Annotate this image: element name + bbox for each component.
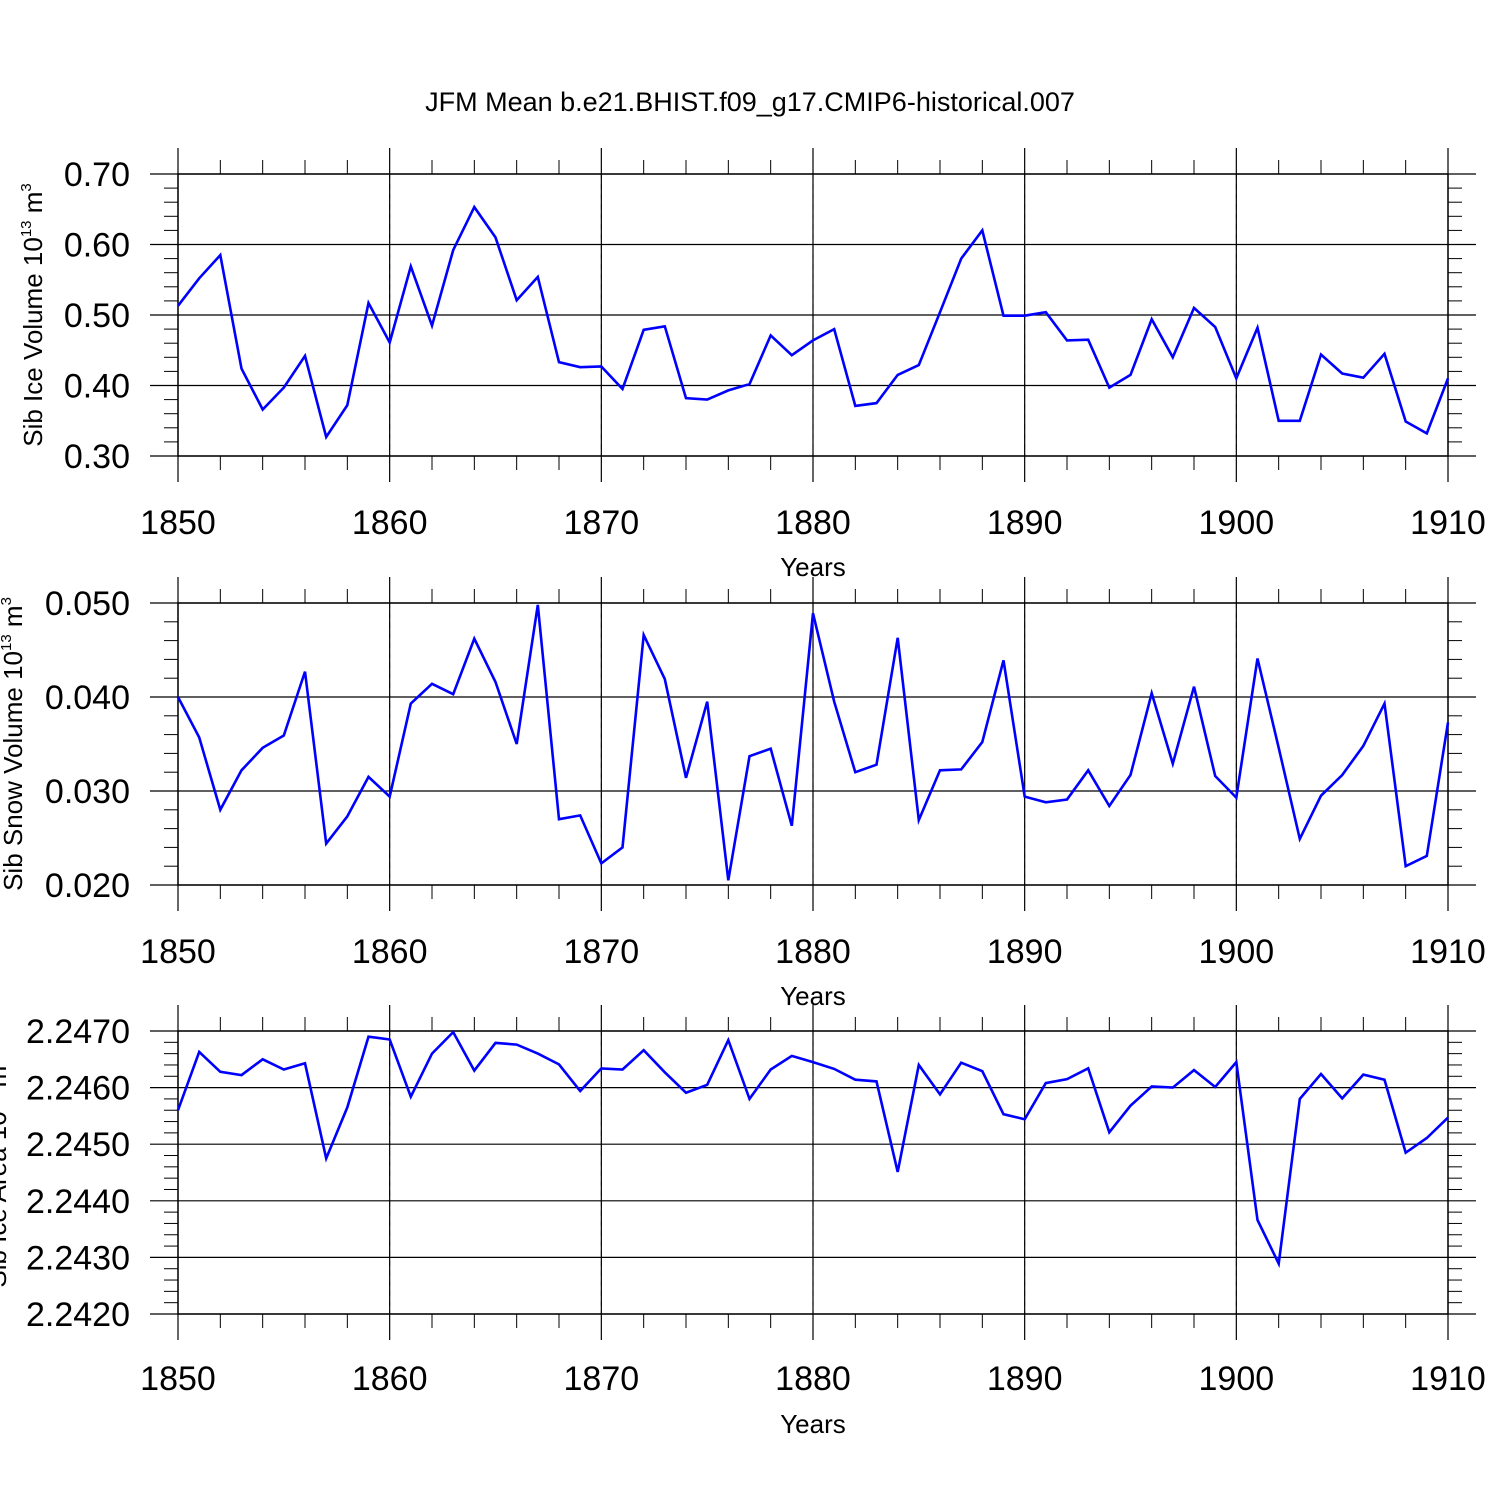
- x-tick-label: 1850: [140, 933, 216, 971]
- chart-panel-2: 1850 1860 1870 1880 1890 1900 1910 0.020 0.030 0.…: [0, 577, 1486, 1011]
- x-tick-label: 1880: [775, 504, 851, 542]
- y-tick-label: 2.2460: [26, 1070, 130, 1108]
- plot-frame: [177, 173, 1449, 457]
- x-tick-label: 1910: [1410, 504, 1486, 542]
- y-tick-label: 0.050: [45, 585, 130, 623]
- chart-panel-3: 1850 1860 1870 1880 1890 1900 1910 2.2420 2.2430…: [0, 1005, 1486, 1439]
- plot-frame: [177, 1030, 1449, 1315]
- x-tick-label: 1860: [352, 1360, 428, 1398]
- x-tick-label: 1910: [1410, 1360, 1486, 1398]
- y-axis-title-text: m: [0, 605, 28, 634]
- series-line: [176, 1029, 1449, 1269]
- x-tick-label: 1870: [564, 1360, 640, 1398]
- series-line: [176, 204, 1450, 441]
- y-axis-title-text: Sib Snow Volume 10: [0, 651, 28, 891]
- y-axis-title-text: m: [0, 1066, 12, 1095]
- chart-panels: 1850 1860 1870 1880 1890 1900 1910 0.30 0.40 0.50…: [0, 148, 1486, 1439]
- y-tick-label: 2.2440: [26, 1183, 130, 1221]
- y-axis-title: Sib Ice Area 1013 m2: [0, 1057, 12, 1287]
- y-tick-label: 2.2430: [26, 1239, 130, 1277]
- x-tick-label: 1860: [352, 933, 428, 971]
- chart-panel-1: 1850 1860 1870 1880 1890 1900 1910 0.30 0.40 0.50…: [18, 148, 1486, 582]
- y-tick-label: 0.60: [64, 227, 130, 265]
- figure-title: JFM Mean b.e21.BHIST.f09_g17.CMIP6-histo…: [425, 87, 1075, 117]
- y-tick-label: 0.40: [64, 368, 130, 406]
- x-tick-label: 1890: [987, 1360, 1063, 1398]
- series-line: [176, 604, 1450, 881]
- y-axis-title-superscript: 13: [0, 634, 15, 651]
- y-tick-label: 2.2420: [26, 1296, 130, 1334]
- y-axis-title-superscript: 3: [0, 597, 15, 605]
- x-tick-label: 1910: [1410, 933, 1486, 971]
- x-tick-label: 1890: [987, 933, 1063, 971]
- x-tick-label: 1870: [564, 933, 640, 971]
- x-tick-label: 1860: [352, 504, 428, 542]
- y-tick-label: 0.040: [45, 679, 130, 717]
- y-tick-label: 0.50: [64, 297, 130, 335]
- x-tick-label: 1880: [775, 1360, 851, 1398]
- x-tick-label: 1850: [140, 504, 216, 542]
- y-tick-label: 2.2450: [26, 1126, 130, 1164]
- y-tick-label: 0.030: [45, 773, 130, 811]
- y-tick-label: 0.70: [64, 156, 130, 194]
- x-axis-title: Years: [780, 1409, 846, 1439]
- y-axis-title: Sib Ice Volume 1013 m3: [18, 183, 48, 447]
- y-axis-title-text: m: [18, 192, 48, 221]
- y-tick-label: 0.30: [64, 438, 130, 476]
- x-tick-label: 1880: [775, 933, 851, 971]
- y-axis-title-text: Sib Ice Volume 10: [18, 237, 48, 447]
- y-axis-title: Sib Snow Volume 1013 m3: [0, 597, 28, 891]
- plot-frame: [177, 602, 1449, 886]
- x-tick-label: 1850: [140, 1360, 216, 1398]
- y-tick-label: 2.2470: [26, 1013, 130, 1051]
- y-axis-title-text: Sib Ice Area 10: [0, 1111, 12, 1287]
- x-tick-label: 1890: [987, 504, 1063, 542]
- x-tick-label: 1870: [564, 504, 640, 542]
- y-axis-title-superscript: 13: [18, 220, 35, 237]
- x-tick-label: 1900: [1199, 933, 1275, 971]
- y-axis-title-superscript: 3: [18, 183, 35, 191]
- x-tick-label: 1900: [1199, 1360, 1275, 1398]
- y-tick-label: 0.020: [45, 867, 130, 905]
- x-tick-label: 1900: [1199, 504, 1275, 542]
